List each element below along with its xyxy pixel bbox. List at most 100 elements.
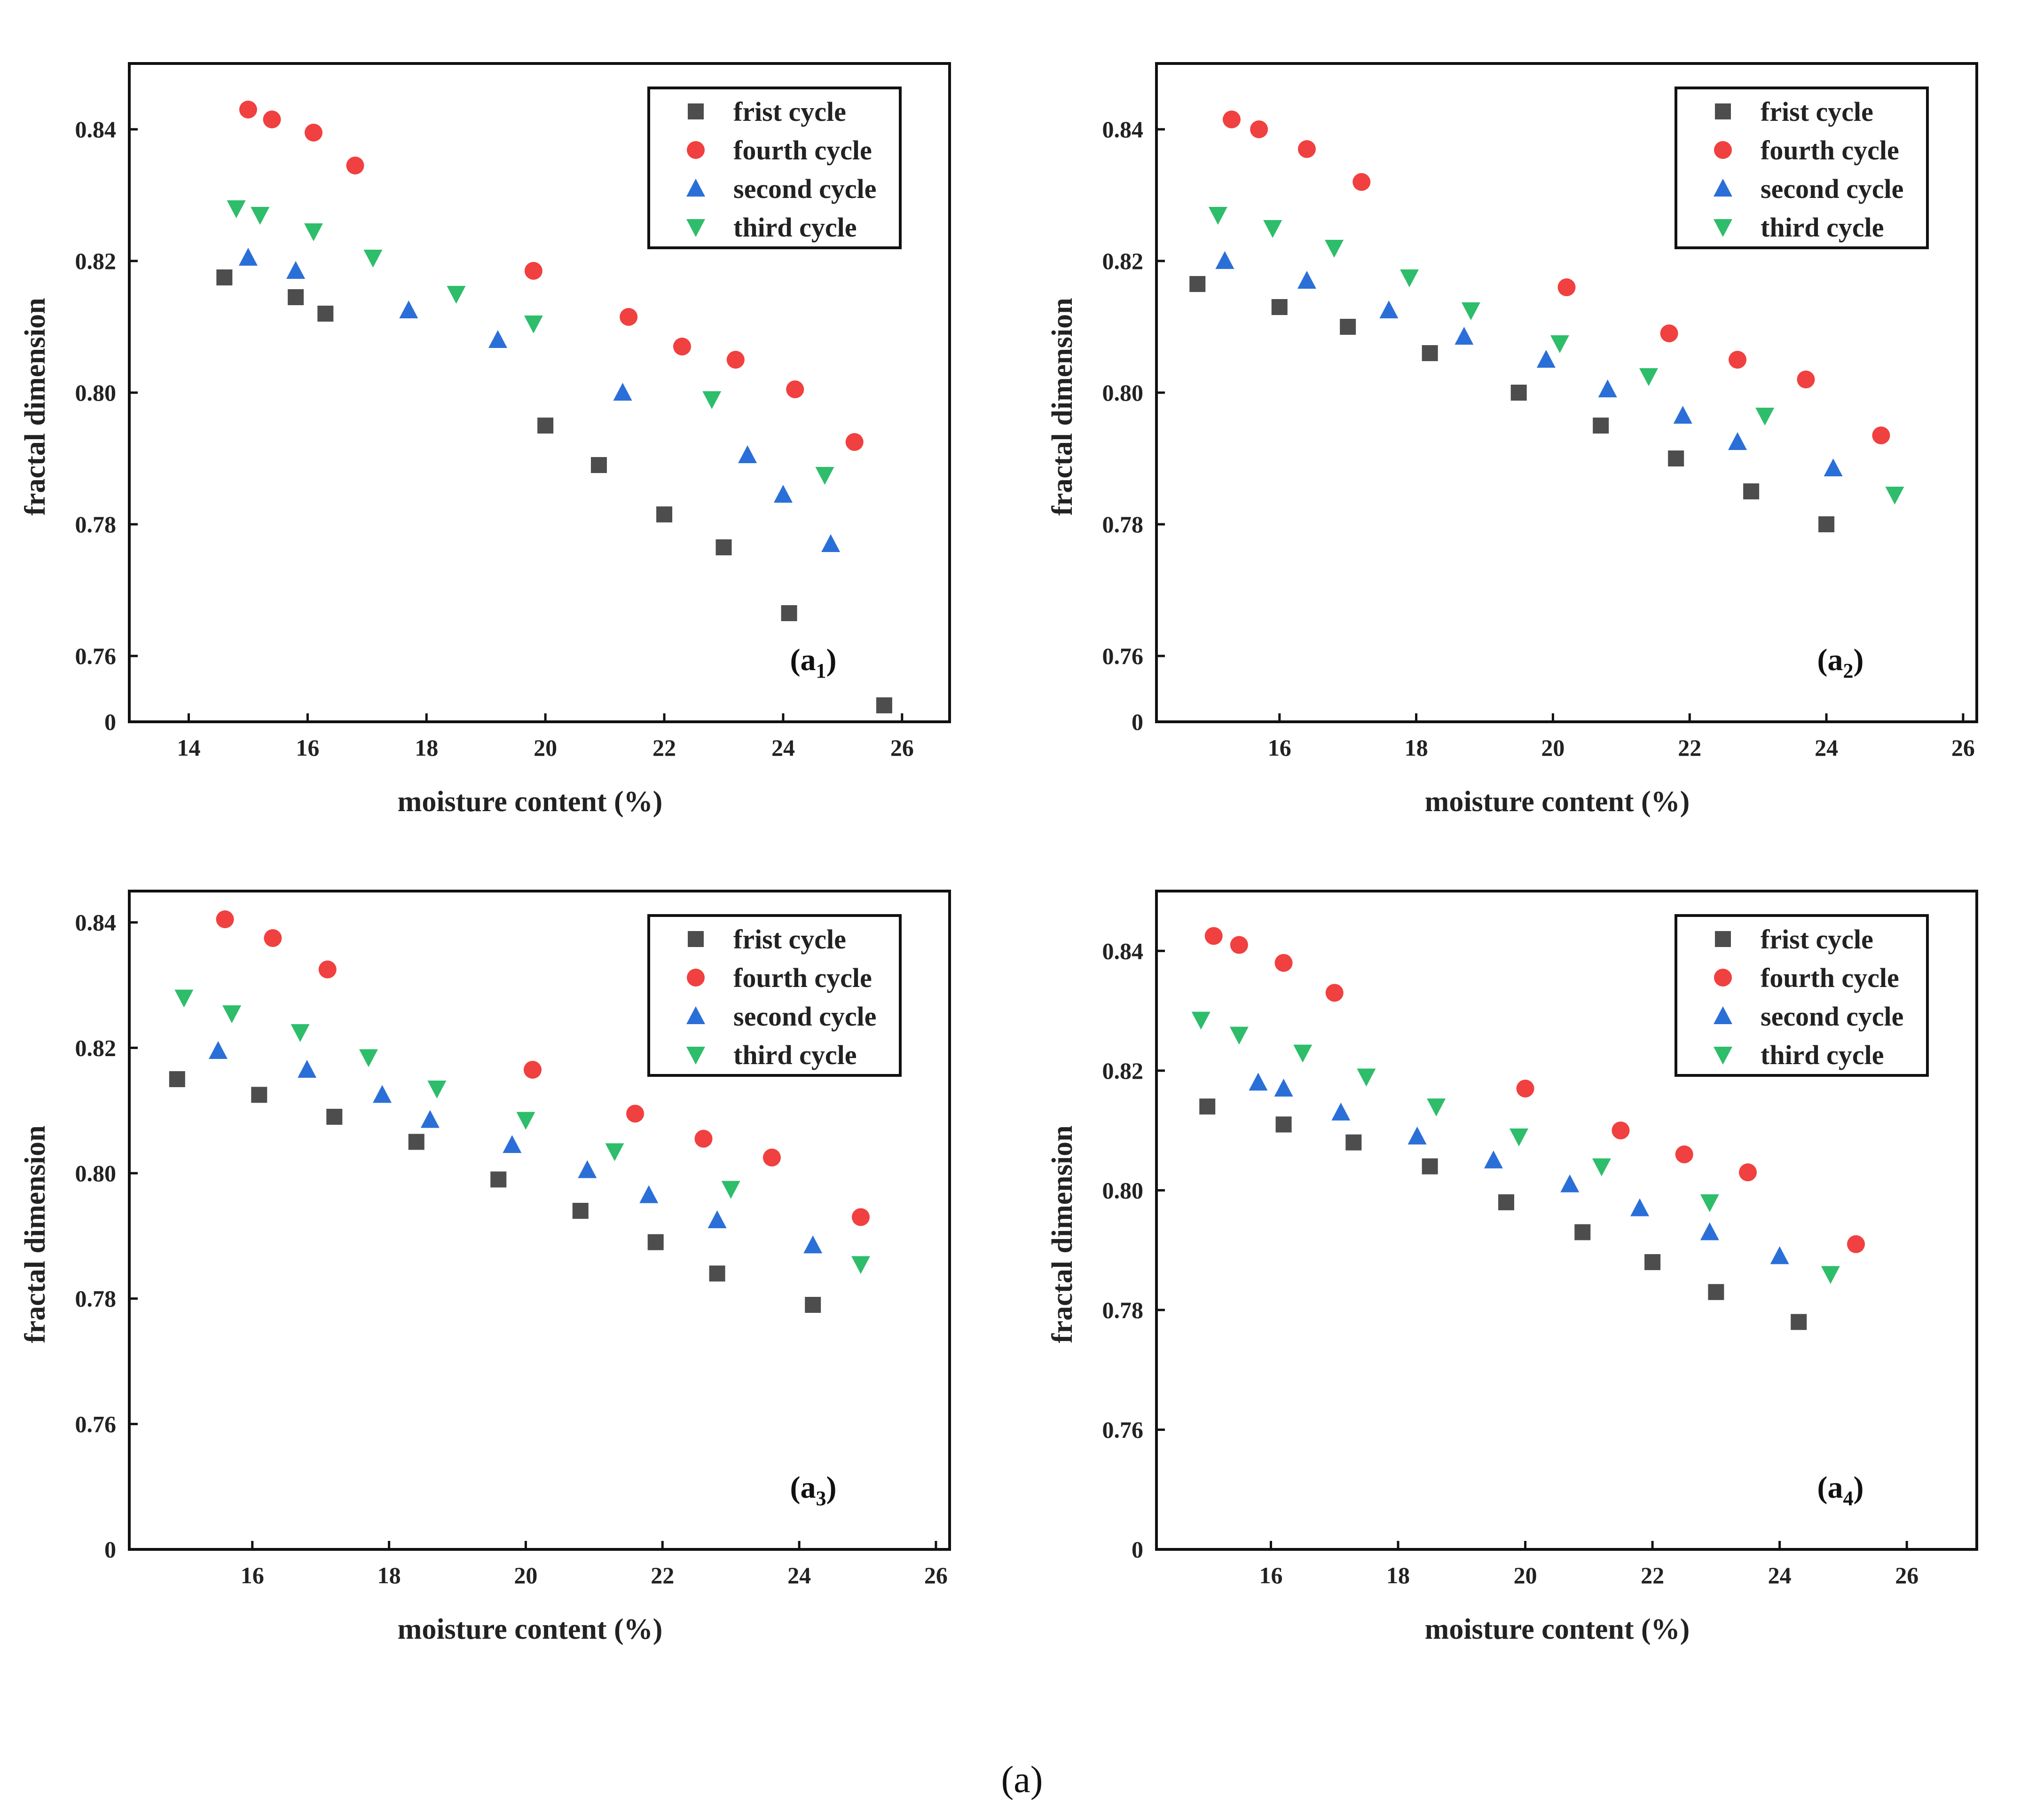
data-point-third-cycle <box>1592 1158 1611 1176</box>
data-point-frist-cycle <box>490 1171 507 1188</box>
data-point-fourth-cycle <box>1797 371 1815 388</box>
legend-marker-frist-cycle <box>688 103 704 119</box>
y-tick-label: 0.78 <box>75 1286 117 1312</box>
data-point-second-cycle <box>373 1085 392 1103</box>
legend-label: second cycle <box>1761 174 1903 204</box>
data-point-frist-cycle <box>1791 1314 1807 1330</box>
legend-marker-fourth-cycle <box>1714 141 1732 159</box>
data-point-fourth-cycle <box>1297 140 1316 158</box>
data-point-frist-cycle <box>251 1087 267 1103</box>
legend-label: fourth cycle <box>733 963 872 993</box>
data-point-third-cycle <box>815 467 834 485</box>
y-axis-label: fractal dimension <box>19 1125 51 1343</box>
data-point-frist-cycle <box>647 1234 664 1250</box>
data-point-third-cycle <box>1885 487 1904 505</box>
data-point-third-cycle <box>227 200 246 218</box>
y-tick-label: 0.76 <box>75 1411 117 1437</box>
y-tick-label: 0 <box>1132 1536 1143 1563</box>
data-point-fourth-cycle <box>851 1208 870 1226</box>
data-point-second-cycle <box>399 300 418 318</box>
data-point-frist-cycle <box>805 1297 821 1313</box>
data-point-fourth-cycle <box>694 1129 713 1148</box>
data-point-second-cycle <box>298 1060 317 1078</box>
x-tick-label: 24 <box>1768 1562 1792 1588</box>
legend-marker-third-cycle <box>1714 1047 1732 1065</box>
data-point-fourth-cycle <box>264 929 282 947</box>
data-point-fourth-cycle <box>524 262 542 280</box>
legend-label: second cycle <box>733 1001 876 1032</box>
data-point-frist-cycle <box>656 506 673 522</box>
data-point-fourth-cycle <box>1352 173 1371 191</box>
data-point-third-cycle <box>1208 207 1227 225</box>
y-tick-label: 0.82 <box>1102 1058 1144 1084</box>
legend-label: frist cycle <box>1761 96 1873 127</box>
data-point-third-cycle <box>1461 302 1480 320</box>
chart-panel-3: 16 18 20 22 24 26 0 0.76 0.78 0.80 0.82 0.84 moistur… <box>19 890 951 1645</box>
x-tick-label: 22 <box>651 1562 674 1588</box>
data-point-frist-cycle <box>1498 1194 1514 1210</box>
data-point-fourth-cycle <box>1325 984 1344 1002</box>
y-axis-label: fractal dimension <box>1046 298 1078 515</box>
data-point-second-cycle <box>639 1185 659 1203</box>
data-point-fourth-cycle <box>1847 1235 1865 1253</box>
x-axis-label: moisture content (%) <box>398 1613 663 1645</box>
y-tick-label: 0.76 <box>1102 1416 1144 1443</box>
x-tick-label: 26 <box>924 1562 948 1588</box>
data-point-fourth-cycle <box>1222 111 1241 128</box>
x-tick-label: 16 <box>296 734 319 761</box>
panel-label: (a2) <box>1817 643 1864 682</box>
data-point-third-cycle <box>1700 1194 1719 1212</box>
data-point-frist-cycle <box>590 457 607 473</box>
y-tick-label: 0 <box>1132 709 1143 735</box>
data-point-second-cycle <box>1454 327 1474 345</box>
data-point-second-cycle <box>803 1235 823 1254</box>
data-point-fourth-cycle <box>304 124 322 142</box>
legend-marker-fourth-cycle <box>687 969 705 987</box>
data-point-third-cycle <box>702 391 722 409</box>
data-point-third-cycle <box>222 1005 242 1023</box>
data-point-frist-cycle <box>1422 345 1438 361</box>
data-point-fourth-cycle <box>318 960 337 979</box>
data-point-third-cycle <box>851 1256 870 1274</box>
data-point-fourth-cycle <box>1516 1080 1534 1097</box>
data-point-frist-cycle <box>1644 1254 1661 1271</box>
data-point-fourth-cycle <box>763 1148 781 1167</box>
data-point-frist-cycle <box>572 1203 589 1219</box>
x-tick-label: 22 <box>653 734 676 761</box>
data-point-frist-cycle <box>709 1265 725 1282</box>
x-tick-label: 18 <box>1405 734 1428 761</box>
data-point-third-cycle <box>1357 1068 1376 1087</box>
data-point-frist-cycle <box>1199 1098 1216 1115</box>
legend-label: third cycle <box>733 1040 857 1070</box>
x-tick-label: 26 <box>890 734 914 761</box>
legend-marker-frist-cycle <box>1715 931 1731 947</box>
y-tick-label: 0.84 <box>75 909 117 936</box>
data-point-second-cycle <box>488 330 507 348</box>
legend-label: fourth cycle <box>733 135 872 166</box>
legend-marker-frist-cycle <box>688 931 704 947</box>
data-point-second-cycle <box>1249 1073 1268 1091</box>
y-axis-label: fractal dimension <box>1046 1125 1078 1343</box>
legend-label: frist cycle <box>1761 924 1873 955</box>
data-point-fourth-cycle <box>845 433 864 451</box>
x-tick-label: 24 <box>787 1562 811 1588</box>
legend-marker-fourth-cycle <box>1714 969 1732 987</box>
y-tick-label: 0.82 <box>75 1034 117 1061</box>
x-tick-label: 24 <box>771 734 795 761</box>
data-point-frist-cycle <box>1593 418 1609 434</box>
legend-marker-frist-cycle <box>1715 103 1731 119</box>
data-point-second-cycle <box>1331 1102 1351 1121</box>
data-point-fourth-cycle <box>1612 1121 1630 1140</box>
data-point-frist-cycle <box>288 289 304 305</box>
data-point-second-cycle <box>1379 300 1399 318</box>
data-point-third-cycle <box>363 250 383 268</box>
legend-label: second cycle <box>733 174 876 204</box>
x-tick-label: 18 <box>1386 1562 1410 1588</box>
data-point-frist-cycle <box>715 539 732 555</box>
data-point-third-cycle <box>304 223 323 241</box>
data-point-frist-cycle <box>781 605 797 621</box>
data-point-frist-cycle <box>408 1134 425 1150</box>
legend-label: second cycle <box>1761 1001 1903 1032</box>
x-tick-label: 16 <box>1268 734 1291 761</box>
legend-marker-second-cycle <box>1714 1006 1732 1024</box>
